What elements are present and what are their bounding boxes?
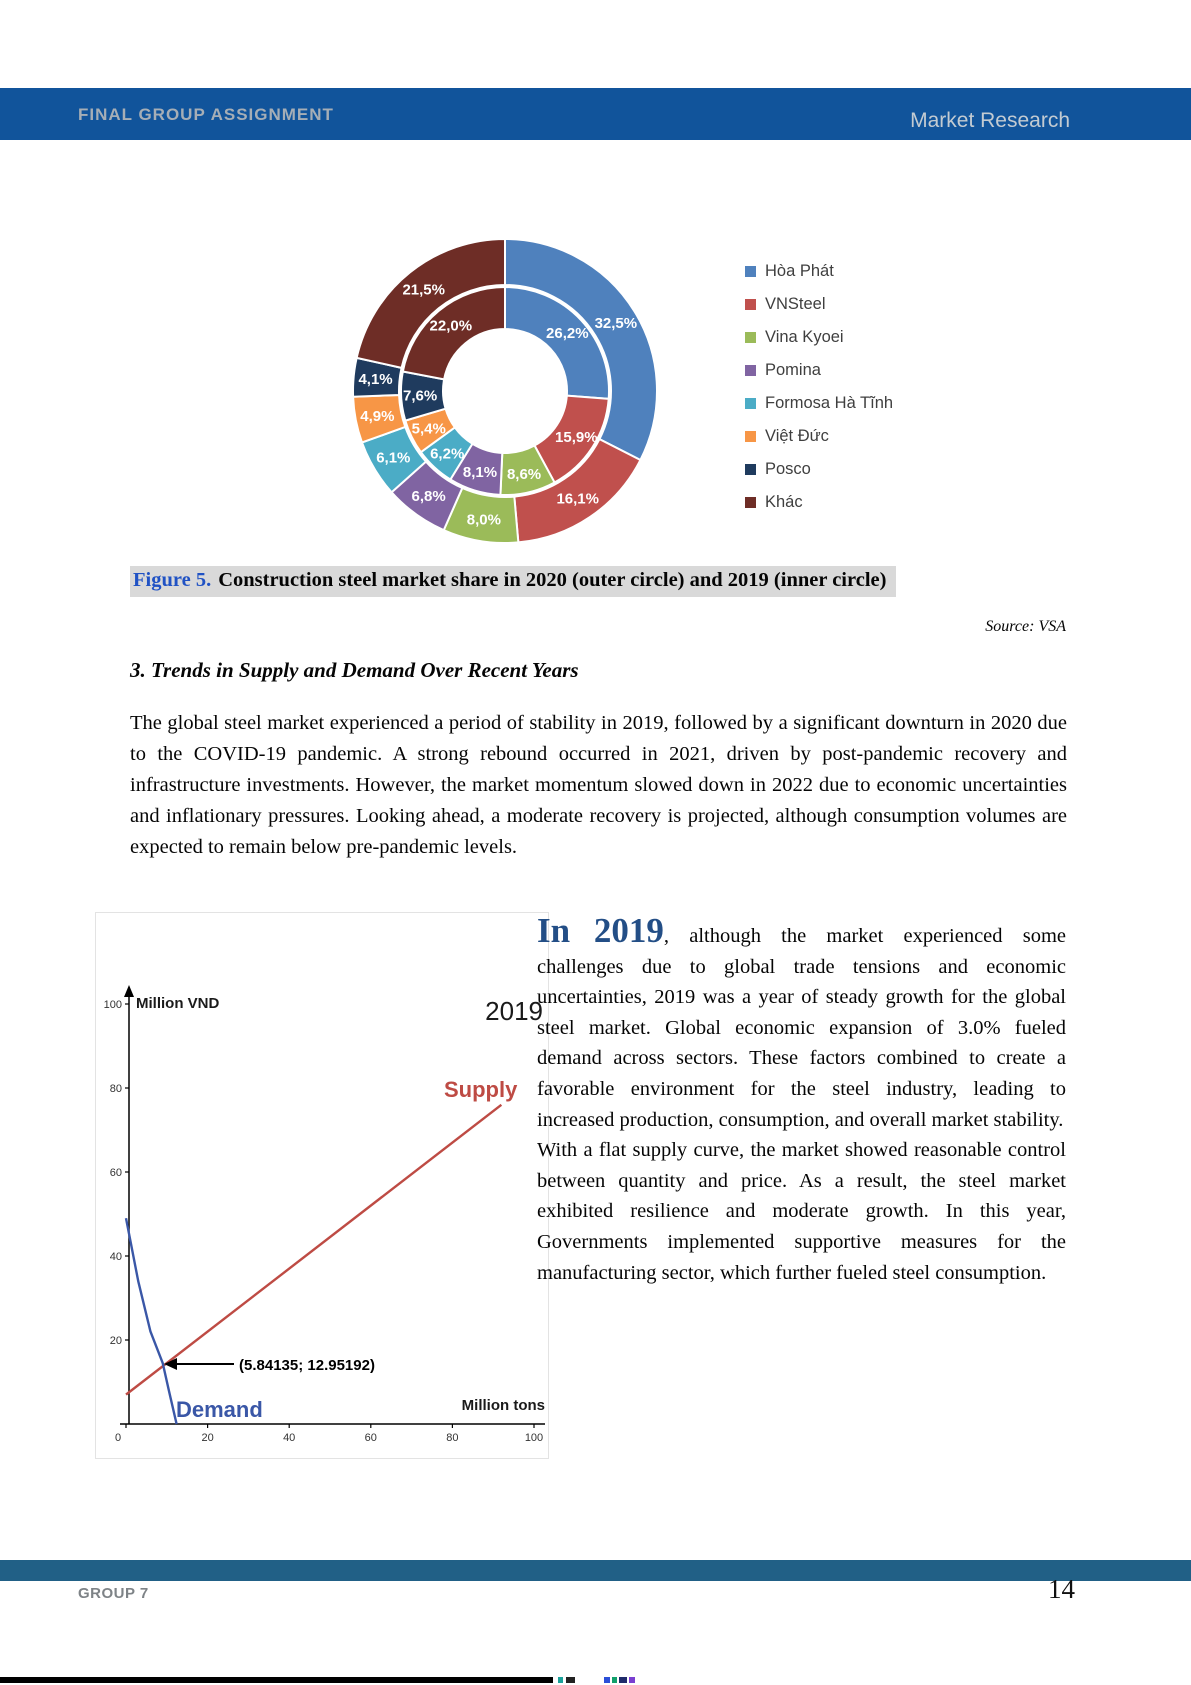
annotation-arrow-head xyxy=(164,1358,177,1370)
donut-segment xyxy=(504,285,610,400)
donut-data-label: 16,1% xyxy=(556,491,599,508)
legend-item: Vina Kyoei xyxy=(745,328,893,347)
donut-data-label: 8,1% xyxy=(463,464,497,481)
x-tick-label: 20 xyxy=(201,1432,213,1444)
x-tick-label: 0 xyxy=(115,1432,121,1444)
figure-source: Source: VSA xyxy=(985,618,1066,635)
year-2019-block: In 2019, although the market experienced… xyxy=(537,913,1066,1288)
donut-segment xyxy=(355,237,506,370)
scan-artifact xyxy=(619,1677,627,1683)
x-tick-label: 40 xyxy=(283,1432,295,1444)
donut-data-label: 8,6% xyxy=(507,466,541,483)
donut-data-label: 6,2% xyxy=(430,445,464,462)
legend-swatch xyxy=(745,332,756,343)
footer-bar xyxy=(0,1560,1191,1581)
legend-label: Vina Kyoei xyxy=(765,328,844,346)
figure-caption-label: Figure 5. xyxy=(133,569,212,591)
donut-data-label: 4,1% xyxy=(358,371,392,388)
header-title: FINAL GROUP ASSIGNMENT xyxy=(78,105,334,124)
x-tick-label: 60 xyxy=(365,1432,377,1444)
page-header: FINAL GROUP ASSIGNMENT Market Research xyxy=(0,88,1191,140)
scan-artifact xyxy=(629,1677,635,1683)
legend-label: Khác xyxy=(765,493,803,511)
page-number: 14 xyxy=(1048,1574,1075,1604)
supply-demand-chart: 20 40 60 80 100 0 20 40 60 80 100 Supply Demand 2019 M… xyxy=(95,912,549,1459)
legend-item: Formosa Hà Tĩnh xyxy=(745,394,893,413)
y-axis-title: Million VND xyxy=(136,995,219,1012)
legend-swatch xyxy=(745,266,756,277)
donut-data-label: 7,6% xyxy=(403,387,437,404)
y-tick-label: 20 xyxy=(110,1335,122,1347)
scan-artifact xyxy=(604,1677,610,1683)
figure-caption: Figure 5. Construction steel market share… xyxy=(130,566,897,597)
legend-item: Pomina xyxy=(745,361,893,380)
figure-caption-text: Construction steel market share in 2020 … xyxy=(218,569,887,591)
equilibrium-annotation: (5.84135; 12.95192) xyxy=(239,1357,375,1374)
donut-data-label: 15,9% xyxy=(555,429,598,446)
footer-group-label: GROUP 7 xyxy=(78,1585,149,1602)
donut-segment xyxy=(504,237,658,462)
demand-label: Demand xyxy=(176,1397,263,1422)
y-tick-label: 40 xyxy=(110,1251,122,1263)
scan-artifact-bar xyxy=(0,1677,553,1683)
legend-label: Việt Đức xyxy=(765,427,829,445)
y-tick-label: 60 xyxy=(110,1167,122,1179)
header-subtitle: Market Research xyxy=(910,109,1070,132)
x-tick-label: 100 xyxy=(525,1432,543,1444)
x-tick-label: 80 xyxy=(446,1432,458,1444)
donut-data-label: 6,8% xyxy=(411,488,445,505)
x-axis-title: Million tons xyxy=(462,1397,545,1414)
donut-data-label: 32,5% xyxy=(595,315,638,332)
legend-swatch xyxy=(745,464,756,475)
legend-item: Hòa Phát xyxy=(745,262,893,281)
scan-artifact xyxy=(566,1677,575,1683)
legend-label: Formosa Hà Tĩnh xyxy=(765,394,894,412)
legend-swatch xyxy=(745,365,756,376)
demand-line xyxy=(124,1217,178,1425)
legend-item: VNSteel xyxy=(745,295,893,314)
donut-legend: Hòa Phát VNSteel Vina Kyoei Pomina Formosa H… xyxy=(745,262,893,526)
legend-swatch xyxy=(745,497,756,508)
legend-item: Posco xyxy=(745,460,893,479)
supply-label: Supply xyxy=(444,1077,518,1102)
donut-data-label: 4,9% xyxy=(360,408,394,425)
donut-data-label: 5,4% xyxy=(412,421,446,438)
legend-label: Posco xyxy=(765,460,811,478)
scan-artifact xyxy=(558,1677,563,1683)
donut-data-label: 6,1% xyxy=(376,450,410,467)
year-2019-text: , although the market experienced some c… xyxy=(537,925,1066,1131)
donut-data-label: 21,5% xyxy=(402,282,445,299)
legend-swatch xyxy=(745,431,756,442)
market-share-donut-chart: 26,2% 15,9% 8,6% 8,1% 6,2% 5,4% 7,6% 22,0% 32,5%… xyxy=(352,237,658,544)
supply-line xyxy=(125,1103,503,1396)
legend-label: Pomina xyxy=(765,361,821,379)
legend-label: Hòa Phát xyxy=(765,262,834,280)
y-tick-label: 100 xyxy=(104,999,122,1011)
y-tick-label: 80 xyxy=(110,1083,122,1095)
donut-segment xyxy=(401,285,506,381)
year-2019-lead: In 2019 xyxy=(537,911,664,950)
y-axis-arrow xyxy=(124,985,134,997)
scan-artifact xyxy=(612,1677,617,1683)
chart-title-2019: 2019 xyxy=(485,996,543,1026)
donut-data-label: 22,0% xyxy=(430,318,473,335)
section-heading: 3. Trends in Supply and Demand Over Rece… xyxy=(130,658,579,682)
legend-swatch xyxy=(745,398,756,409)
legend-item: Khác xyxy=(745,493,893,512)
legend-item: Việt Đức xyxy=(745,427,893,446)
legend-label: VNSteel xyxy=(765,295,826,313)
year-2019-paragraph-2: With a flat supply curve, the market sho… xyxy=(537,1139,1066,1284)
donut-data-label: 8,0% xyxy=(467,511,501,528)
section-paragraph: The global steel market experienced a pe… xyxy=(130,712,1067,858)
legend-swatch xyxy=(745,299,756,310)
donut-data-label: 26,2% xyxy=(546,325,589,342)
